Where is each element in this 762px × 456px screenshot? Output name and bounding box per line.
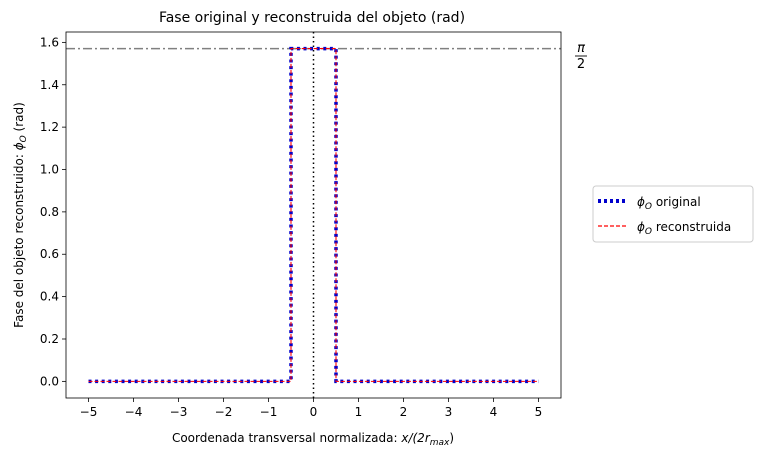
x-axis-label-math: x/(2r [400, 431, 430, 445]
x-tick-label: −2 [215, 405, 233, 419]
x-tick-label: 4 [490, 405, 498, 419]
x-tick-label: 5 [535, 405, 543, 419]
pi-over-2-label: π 2 [575, 41, 587, 72]
x-axis-label-sub: max [430, 438, 450, 448]
x-tick-label: 0 [310, 405, 318, 419]
x-tick-label: 1 [355, 405, 363, 419]
x-axis: −5 −4 −3 −2 −1 0 1 2 3 4 5 [80, 398, 543, 419]
x-tick-label: 2 [400, 405, 408, 419]
x-tick-label: −4 [125, 405, 143, 419]
series-reconstruida-line [88, 48, 539, 382]
y-tick-label: 0.4 [40, 290, 59, 304]
y-tick-label: 1.0 [40, 163, 59, 177]
y-tick-label: 1.6 [40, 35, 59, 49]
y-tick-label: 1.2 [40, 120, 59, 134]
legend-box [592, 185, 754, 243]
legend: ϕO original ϕO reconstruida [592, 185, 754, 243]
legend-original-text: original [652, 195, 701, 209]
y-tick-label: 0.2 [40, 332, 59, 346]
series-original-line [88, 46, 539, 384]
legend-reconstruida-sub: O [645, 227, 652, 237]
y-axis-label-phi: ϕ [12, 142, 26, 150]
x-axis-label-close: ) [449, 431, 454, 445]
y-axis-label-sub: O [19, 135, 29, 142]
y-axis-label-prefix: Fase del objeto reconstruido: [12, 150, 26, 328]
x-tick-label: −1 [260, 405, 278, 419]
pi-over-2-numerator: π [577, 41, 585, 56]
y-tick-label: 1.4 [40, 78, 59, 92]
legend-label-reconstruida: ϕO reconstruida [637, 220, 731, 237]
legend-original-phi: ϕ [637, 195, 645, 209]
pi-over-2-denominator: 2 [577, 57, 585, 72]
y-tick-label: 0.6 [40, 247, 59, 261]
y-axis: 0.0 0.2 0.4 0.6 0.8 1.0 1.2 1.4 1.6 [40, 35, 66, 388]
chart-title: Fase original y reconstruida del objeto … [159, 10, 465, 26]
y-axis-label-suffix: (rad) [12, 102, 26, 135]
legend-reconstruida-text: reconstruida [652, 220, 731, 234]
x-tick-label: −3 [170, 405, 188, 419]
y-tick-label: 0.0 [40, 374, 59, 388]
x-tick-label: 3 [445, 405, 453, 419]
legend-original-sub: O [645, 202, 652, 212]
y-tick-label: 0.8 [40, 205, 59, 219]
legend-label-original: ϕO original [637, 195, 701, 212]
x-axis-label: Coordenada transversal normalizada: x/(2… [172, 431, 454, 448]
x-tick-label: −5 [80, 405, 98, 419]
x-axis-label-prefix: Coordenada transversal normalizada: [172, 431, 401, 445]
legend-reconstruida-phi: ϕ [637, 220, 645, 234]
y-axis-label: Fase del objeto reconstruido: ϕO (rad) [12, 102, 29, 328]
